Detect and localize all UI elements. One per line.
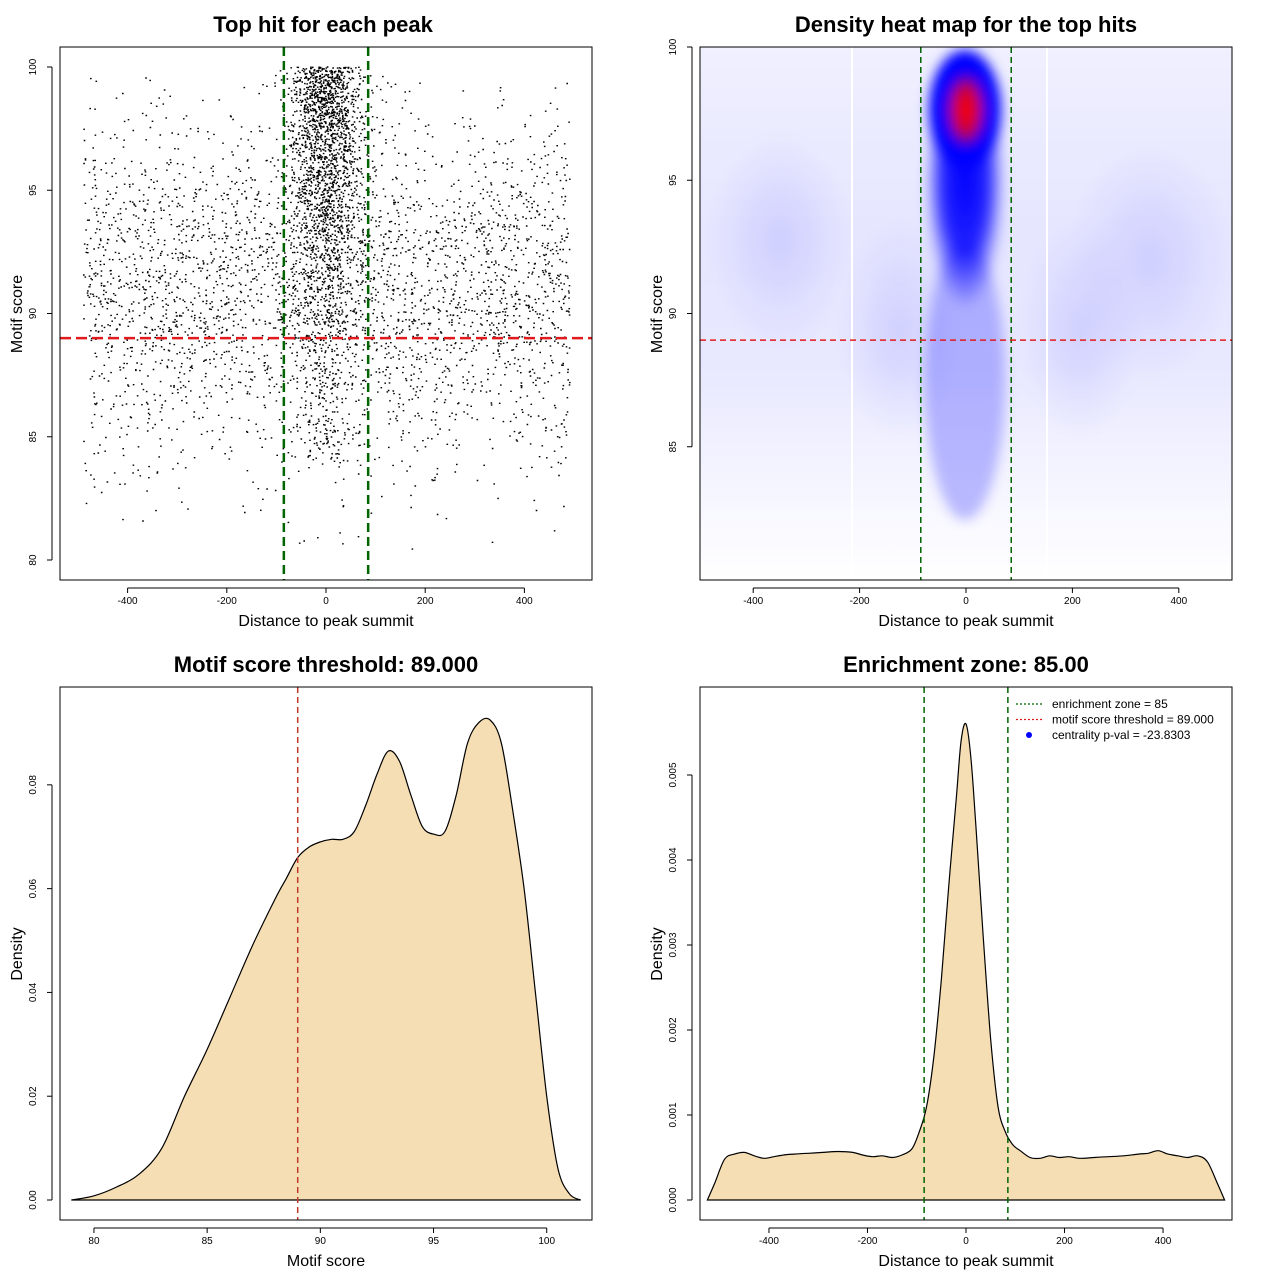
reference-lines: [60, 47, 592, 580]
y-tick-label: 90: [28, 308, 39, 320]
y-tick-label: 0.00: [28, 1190, 39, 1210]
chart-title: Density heat map for the top hits: [795, 12, 1137, 37]
x-tick-label: 85: [202, 1236, 214, 1247]
x-tick-label: -400: [759, 1236, 779, 1247]
x-axis-label: Distance to peak summit: [878, 1253, 1054, 1270]
x-tick-label: -400: [743, 596, 763, 607]
score-density-panel: Motif score threshold: 89.000 80 85 90 95 10…: [9, 652, 593, 1270]
x-tick-label: 0: [963, 1236, 969, 1247]
density-area: [706, 722, 1226, 1201]
y-tick-label: 0.02: [28, 1086, 39, 1106]
legend-dot: [1026, 732, 1032, 738]
y-tick-label: 90: [668, 308, 679, 320]
axes: -400 -200 0 200 400 85 90 95 100: [668, 38, 1188, 607]
x-tick-label: -200: [217, 596, 237, 607]
x-tick-label: 90: [315, 1236, 327, 1247]
y-tick-label: 95: [28, 184, 39, 196]
y-axis-label: Density: [9, 927, 26, 980]
y-tick-label: 80: [28, 554, 39, 566]
reference-lines: [700, 47, 1232, 580]
y-tick-label: 0.004: [668, 847, 679, 872]
axes: -400 -200 0 200 400 0.000 0.001 0.002 0.003 0.004…: [668, 762, 1172, 1247]
x-tick-label: 400: [1170, 596, 1187, 607]
y-tick-label: 0.003: [668, 932, 679, 957]
legend-label: enrichment zone = 85: [1052, 697, 1168, 711]
y-tick-label: 0.04: [28, 982, 39, 1002]
density-area: [71, 717, 581, 1201]
x-tick-label: 0: [323, 596, 329, 607]
y-tick-label: 100: [668, 38, 679, 55]
y-tick-label: 0.002: [668, 1017, 679, 1042]
x-tick-label: 200: [417, 596, 434, 607]
plot-frame: [699, 46, 1233, 581]
x-tick-label: 100: [538, 1236, 555, 1247]
chart-title: Enrichment zone: 85.00: [843, 652, 1089, 677]
x-axis-label: Distance to peak summit: [238, 613, 414, 630]
x-tick-label: -200: [850, 596, 870, 607]
heatmap-faint-blob: [1020, 220, 1140, 440]
chart-title: Motif score threshold: 89.000: [174, 652, 478, 677]
scatter-point-marks: [83, 66, 571, 550]
plot-frame: [59, 46, 593, 581]
heatmap-column-tail: [925, 240, 1005, 520]
y-tick-label: 0.06: [28, 878, 39, 898]
x-tick-label: 95: [428, 1236, 440, 1247]
legend-label: centrality p-val = -23.8303: [1052, 728, 1191, 742]
x-axis-label: Motif score: [287, 1253, 365, 1270]
distance-density-panel: Enrichment zone: 85.00 -400 -200 0 200 400 0.…: [649, 652, 1233, 1270]
y-axis-label: Motif score: [649, 275, 666, 353]
heatmap-panel: Density heat map for the top hits -400 -2…: [649, 12, 1233, 630]
legend: enrichment zone = 85 motif score threshol…: [1016, 697, 1214, 742]
y-tick-label: 0.08: [28, 775, 39, 795]
y-tick-label: 0.001: [668, 1102, 679, 1127]
y-tick-label: 85: [28, 431, 39, 443]
heatmap-faint-blob: [710, 130, 850, 350]
y-axis-label: Density: [649, 927, 666, 980]
y-axis-label: Motif score: [9, 275, 26, 353]
y-tick-label: 0.000: [668, 1187, 679, 1212]
y-tick-label: 85: [668, 441, 679, 453]
axes: 80 85 90 95 100 0.00 0.02 0.04 0.06 0.08: [28, 775, 556, 1247]
x-tick-label: -200: [857, 1236, 877, 1247]
x-tick-label: 0: [963, 596, 969, 607]
heatmap-hotspot: [946, 72, 986, 148]
reference-lines: [923, 687, 1009, 1220]
x-tick-label: 200: [1056, 1236, 1073, 1247]
x-tick-label: 80: [88, 1236, 100, 1247]
plot-frame: [59, 686, 593, 1221]
x-axis-label: Distance to peak summit: [878, 613, 1054, 630]
x-tick-label: -400: [118, 596, 138, 607]
y-tick-label: 0.005: [668, 762, 679, 787]
heatmap-surface: [700, 47, 1232, 580]
x-tick-label: 200: [1064, 596, 1081, 607]
heatmap-blobs: [710, 50, 1230, 520]
y-tick-label: 100: [28, 58, 39, 75]
x-tick-label: 400: [1155, 1236, 1172, 1247]
scatter-panel: Top hit for each peak -400 -200 0 200 400 80 8…: [9, 12, 593, 630]
legend-label: motif score threshold = 89.000: [1052, 713, 1214, 727]
axes: -400 -200 0 200 400 80 85 90 95 100: [28, 58, 533, 607]
chart-title: Top hit for each peak: [213, 12, 433, 37]
y-tick-label: 95: [668, 174, 679, 186]
x-tick-label: 400: [516, 596, 533, 607]
plot-frame: [699, 686, 1233, 1221]
scatter-points: [83, 66, 571, 550]
